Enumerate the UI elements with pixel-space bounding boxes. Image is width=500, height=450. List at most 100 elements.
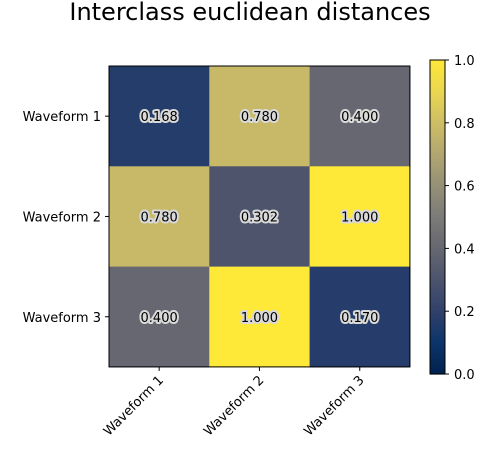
colorbar-segment [430,274,445,278]
colorbar-segment [430,237,445,242]
colorbar-segment [430,177,445,181]
colorbar-segment [430,151,445,155]
colorbar: 0.0 0.2 0.4 0.6 0.8 1.0 [429,54,475,383]
colorbar-segment [430,313,445,318]
colorbar-segment [430,303,445,307]
colorbar-segment [430,188,445,192]
colorbar-segment [430,285,445,289]
colorbar-tick-label: 0.8 [454,117,475,132]
colorbar-segment [430,109,445,113]
cell-value-label: 1.000 [241,311,278,326]
y-tick-label: Waveform 1 [23,110,101,125]
colorbar-segment [430,146,445,150]
heatmap-cell [209,266,311,368]
colorbar-segment [430,261,445,265]
colorbar-segment [430,217,445,221]
colorbar-segment [430,350,445,354]
heatmap-cell [109,266,210,368]
colorbar-segment [430,60,445,64]
colorbar-segment [430,258,445,263]
colorbar-segment [430,133,445,137]
colorbar-segment [430,148,445,153]
colorbar-segment [430,266,445,270]
colorbar-segment [430,295,445,299]
colorbar-segment [430,319,445,323]
colorbar-segment [430,282,445,286]
colorbar-segment [430,203,445,208]
colorbar-segment [430,96,445,100]
colorbar-segment [430,175,445,179]
colorbar-segment [430,230,445,234]
colorbar-segment [430,104,445,108]
colorbar-segment [430,342,445,346]
heatmap-cell [209,66,311,167]
colorbar-segment [430,358,445,362]
y-tick-label: Waveform 3 [23,311,101,326]
colorbar-segment [430,269,445,273]
colorbar-segment [430,253,445,257]
colorbar-segment [430,245,445,249]
heatmap-cell [109,66,210,167]
colorbar-segment [430,156,445,161]
colorbar-segment [430,277,445,281]
colorbar-segment [430,248,445,252]
colorbar-segment [430,243,445,247]
colorbar-segment [430,332,445,336]
colorbar-segment [430,73,445,77]
colorbar-tick-label: 0.6 [454,180,475,195]
colorbar-segment [430,185,445,189]
colorbar-segment [430,222,445,226]
colorbar-segment [430,211,445,215]
colorbar-segment [430,240,445,244]
colorbar-segment [430,101,445,106]
colorbar-segment [430,143,445,147]
colorbar-segment [430,162,445,166]
cell-value-label: 1.000 [341,210,378,225]
colorbar-segment [430,135,445,140]
colorbar-segment [430,128,445,132]
colorbar-segment [430,120,445,124]
heatmap-cell [309,166,411,268]
chart-title: Interclass euclidean distances [69,0,430,26]
cell-value-label: 0.780 [141,210,178,225]
colorbar-segment [430,154,445,158]
colorbar-segment [430,198,445,202]
colorbar-segment [430,159,445,163]
colorbar-segment [430,94,445,98]
colorbar-segment [430,80,445,85]
colorbar-segment [430,256,445,260]
y-tick-label: Waveform 2 [23,210,101,225]
colorbar-segment [430,298,445,302]
colorbar-segment [430,371,445,375]
colorbar-segment [430,190,445,195]
colorbar-segment [430,193,445,197]
colorbar-segment [430,180,445,184]
x-tick-label: Waveform 1 [101,373,167,439]
colorbar-segment [430,279,445,284]
heatmap-cell [309,266,411,368]
colorbar-segment [430,287,445,291]
colorbar-segment [430,251,445,255]
colorbar-segment [430,347,445,352]
heatmap-cells: 0.168 0.780 0.400 0.780 0.302 1.000 0.400 1.000… [109,66,411,368]
colorbar-segment [430,112,445,116]
colorbar-segment [430,196,445,200]
x-tick-label: Waveform 2 [201,373,267,439]
colorbar-segment [430,83,445,87]
colorbar-segment [430,326,445,331]
colorbar-segment [430,334,445,338]
colorbar-segment [430,130,445,134]
colorbar-segment [430,321,445,325]
colorbar-frame [429,59,446,375]
colorbar-segment [430,329,445,333]
heatmap-cell [209,166,311,268]
colorbar-segment [430,355,445,359]
colorbar-tick-label: 0.0 [454,368,475,383]
colorbar-segment [430,219,445,223]
colorbar-segment [430,209,445,213]
colorbar-segment [430,271,445,276]
colorbar-segment [430,363,445,367]
colorbar-segment [430,360,445,365]
heatmap-cell [109,166,210,268]
